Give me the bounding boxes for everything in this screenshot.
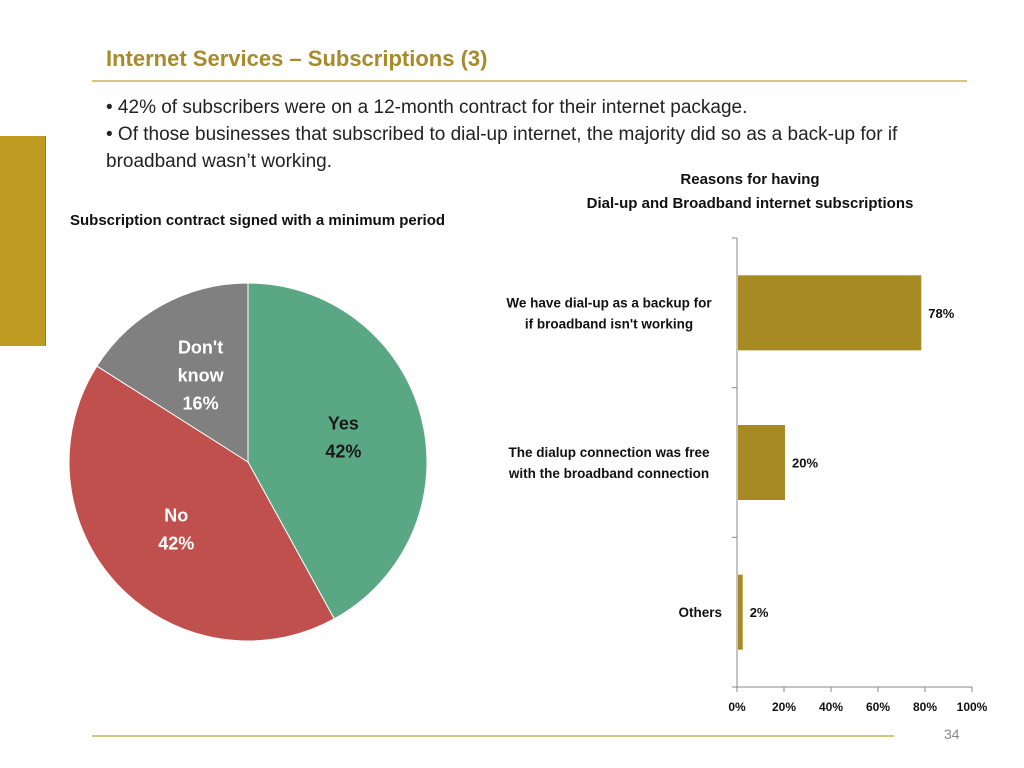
x-tick-label: 40% <box>819 700 843 714</box>
slide-title: Internet Services – Subscriptions (3) <box>106 46 488 71</box>
bar <box>738 574 743 650</box>
bar-chart-title-line: Dial-up and Broadband internet subscript… <box>586 195 914 212</box>
pie-slice <box>96 282 249 463</box>
pie-chart: Yes 42% No 42% Don't know 16% <box>68 282 428 642</box>
accent-side-bar <box>0 136 46 346</box>
bar <box>738 425 785 500</box>
footer-divider <box>92 735 894 737</box>
bar-category-label: The dialup connection was free with the b… <box>508 445 710 481</box>
x-tick-label: 60% <box>866 700 890 714</box>
bar <box>738 275 922 351</box>
pie-slice <box>68 365 335 642</box>
bullet-item: • 42% of subscribers were on a 12-month … <box>106 97 748 118</box>
bar-value-label: 2% <box>750 605 769 620</box>
bar-value-label: 20% <box>792 456 818 471</box>
bullet-item: • Of those businesses that subscribed to… <box>106 124 898 172</box>
pie-slice-label: Yes 42% <box>325 414 361 462</box>
pie-slice <box>247 282 428 620</box>
x-tick-label: 0% <box>728 700 746 714</box>
bar-category-label: Others <box>678 605 722 620</box>
pie-slice-label: Don't know 16% <box>178 338 225 414</box>
x-tick-label: 20% <box>772 700 796 714</box>
title-divider <box>92 80 967 82</box>
bar-value-label: 78% <box>928 306 954 321</box>
bar-chart: 0% 20% 40% 60% 80% 100% 78% We have dial-up as … <box>506 237 988 714</box>
x-tick-label: 80% <box>913 700 937 714</box>
bar-category-label: We have dial-up as a backup for if broadb… <box>506 295 712 331</box>
pie-slice-label: No 42% <box>158 505 194 553</box>
page-number: 34 <box>944 726 960 742</box>
x-tick-label: 100% <box>957 700 988 714</box>
pie-chart-title: Subscription contract signed with a mini… <box>70 212 446 229</box>
bar-chart-title: Reasons for having Dial-up and Broadband… <box>540 168 960 216</box>
bar-chart-title-line: Reasons for having <box>680 171 820 188</box>
bullet-list: • 42% of subscribers were on a 12-month … <box>106 94 986 175</box>
